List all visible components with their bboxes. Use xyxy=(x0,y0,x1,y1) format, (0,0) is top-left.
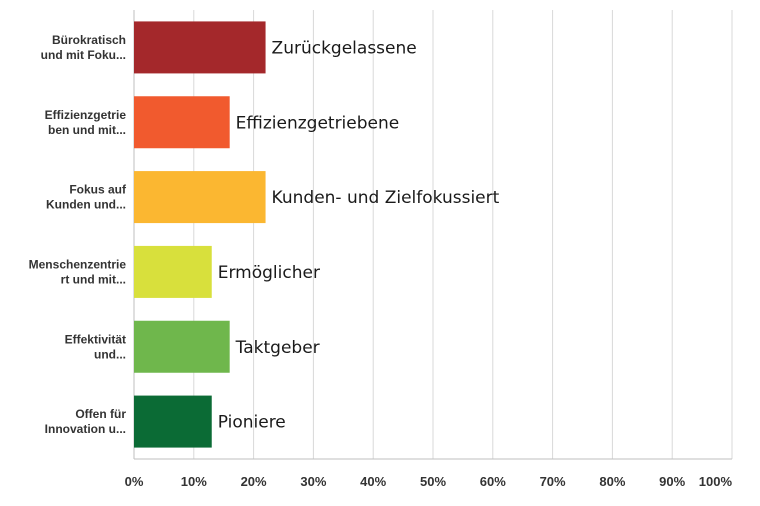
x-tick-label: 100% xyxy=(699,474,733,489)
category-label-line: Innovation u... xyxy=(45,422,126,436)
category-label-line: Effektivität xyxy=(65,332,126,346)
x-axis-ticks: 0% 10% 20% 30% 40% 50% 60% 70% 80% 90% 100% xyxy=(125,474,733,489)
data-label: Zurückgelassene xyxy=(272,38,417,58)
bar xyxy=(134,245,212,298)
category-label-line: Menschenzentrie xyxy=(29,257,127,271)
category-label-line: und mit Foku... xyxy=(41,48,126,62)
gridlines xyxy=(133,10,733,460)
category-label: Effektivität und... xyxy=(65,332,126,361)
data-labels: Zurückgelassene Effizienzgetriebene Kunden… xyxy=(218,38,500,432)
category-label-line: Effizienzgetrie xyxy=(45,108,127,122)
category-label-line: Fokus auf xyxy=(69,183,127,197)
data-label: Pioniere xyxy=(218,413,286,433)
category-label: Bürokratisch und mit Foku... xyxy=(41,33,126,62)
x-tick-label: 0% xyxy=(125,474,144,489)
category-label: Menschenzentrie rt und mit... xyxy=(29,257,127,286)
x-tick-label: 80% xyxy=(599,474,625,489)
bar xyxy=(134,320,230,373)
bars xyxy=(134,21,266,448)
data-label: Effizienzgetriebene xyxy=(236,113,400,133)
category-label: Effizienzgetrie ben und mit... xyxy=(45,108,127,137)
x-tick-label: 60% xyxy=(480,474,506,489)
category-label-line: Kunden und... xyxy=(46,198,126,212)
bar xyxy=(134,395,212,448)
x-tick-label: 90% xyxy=(659,474,685,489)
x-tick-label: 20% xyxy=(241,474,267,489)
x-tick-label: 50% xyxy=(420,474,446,489)
data-label: Kunden- und Zielfokussiert xyxy=(272,188,500,208)
category-label-line: Offen für xyxy=(75,407,126,421)
data-label: Ermöglicher xyxy=(218,263,320,283)
bar xyxy=(134,96,230,149)
category-label-line: rt und mit... xyxy=(61,272,126,286)
category-label-line: Bürokratisch xyxy=(52,33,126,47)
category-label-line: und... xyxy=(94,347,126,361)
x-tick-label: 30% xyxy=(300,474,326,489)
x-tick-label: 10% xyxy=(181,474,207,489)
category-label-line: ben und mit... xyxy=(48,123,126,137)
x-tick-label: 70% xyxy=(540,474,566,489)
category-labels: Bürokratisch und mit Foku... Effizienzgetr… xyxy=(29,33,127,436)
bar xyxy=(134,171,266,224)
x-tick-label: 40% xyxy=(360,474,386,489)
data-label: Taktgeber xyxy=(235,338,320,358)
bar xyxy=(134,21,266,74)
category-label: Offen für Innovation u... xyxy=(45,407,127,436)
category-label: Fokus auf Kunden und... xyxy=(46,183,127,212)
